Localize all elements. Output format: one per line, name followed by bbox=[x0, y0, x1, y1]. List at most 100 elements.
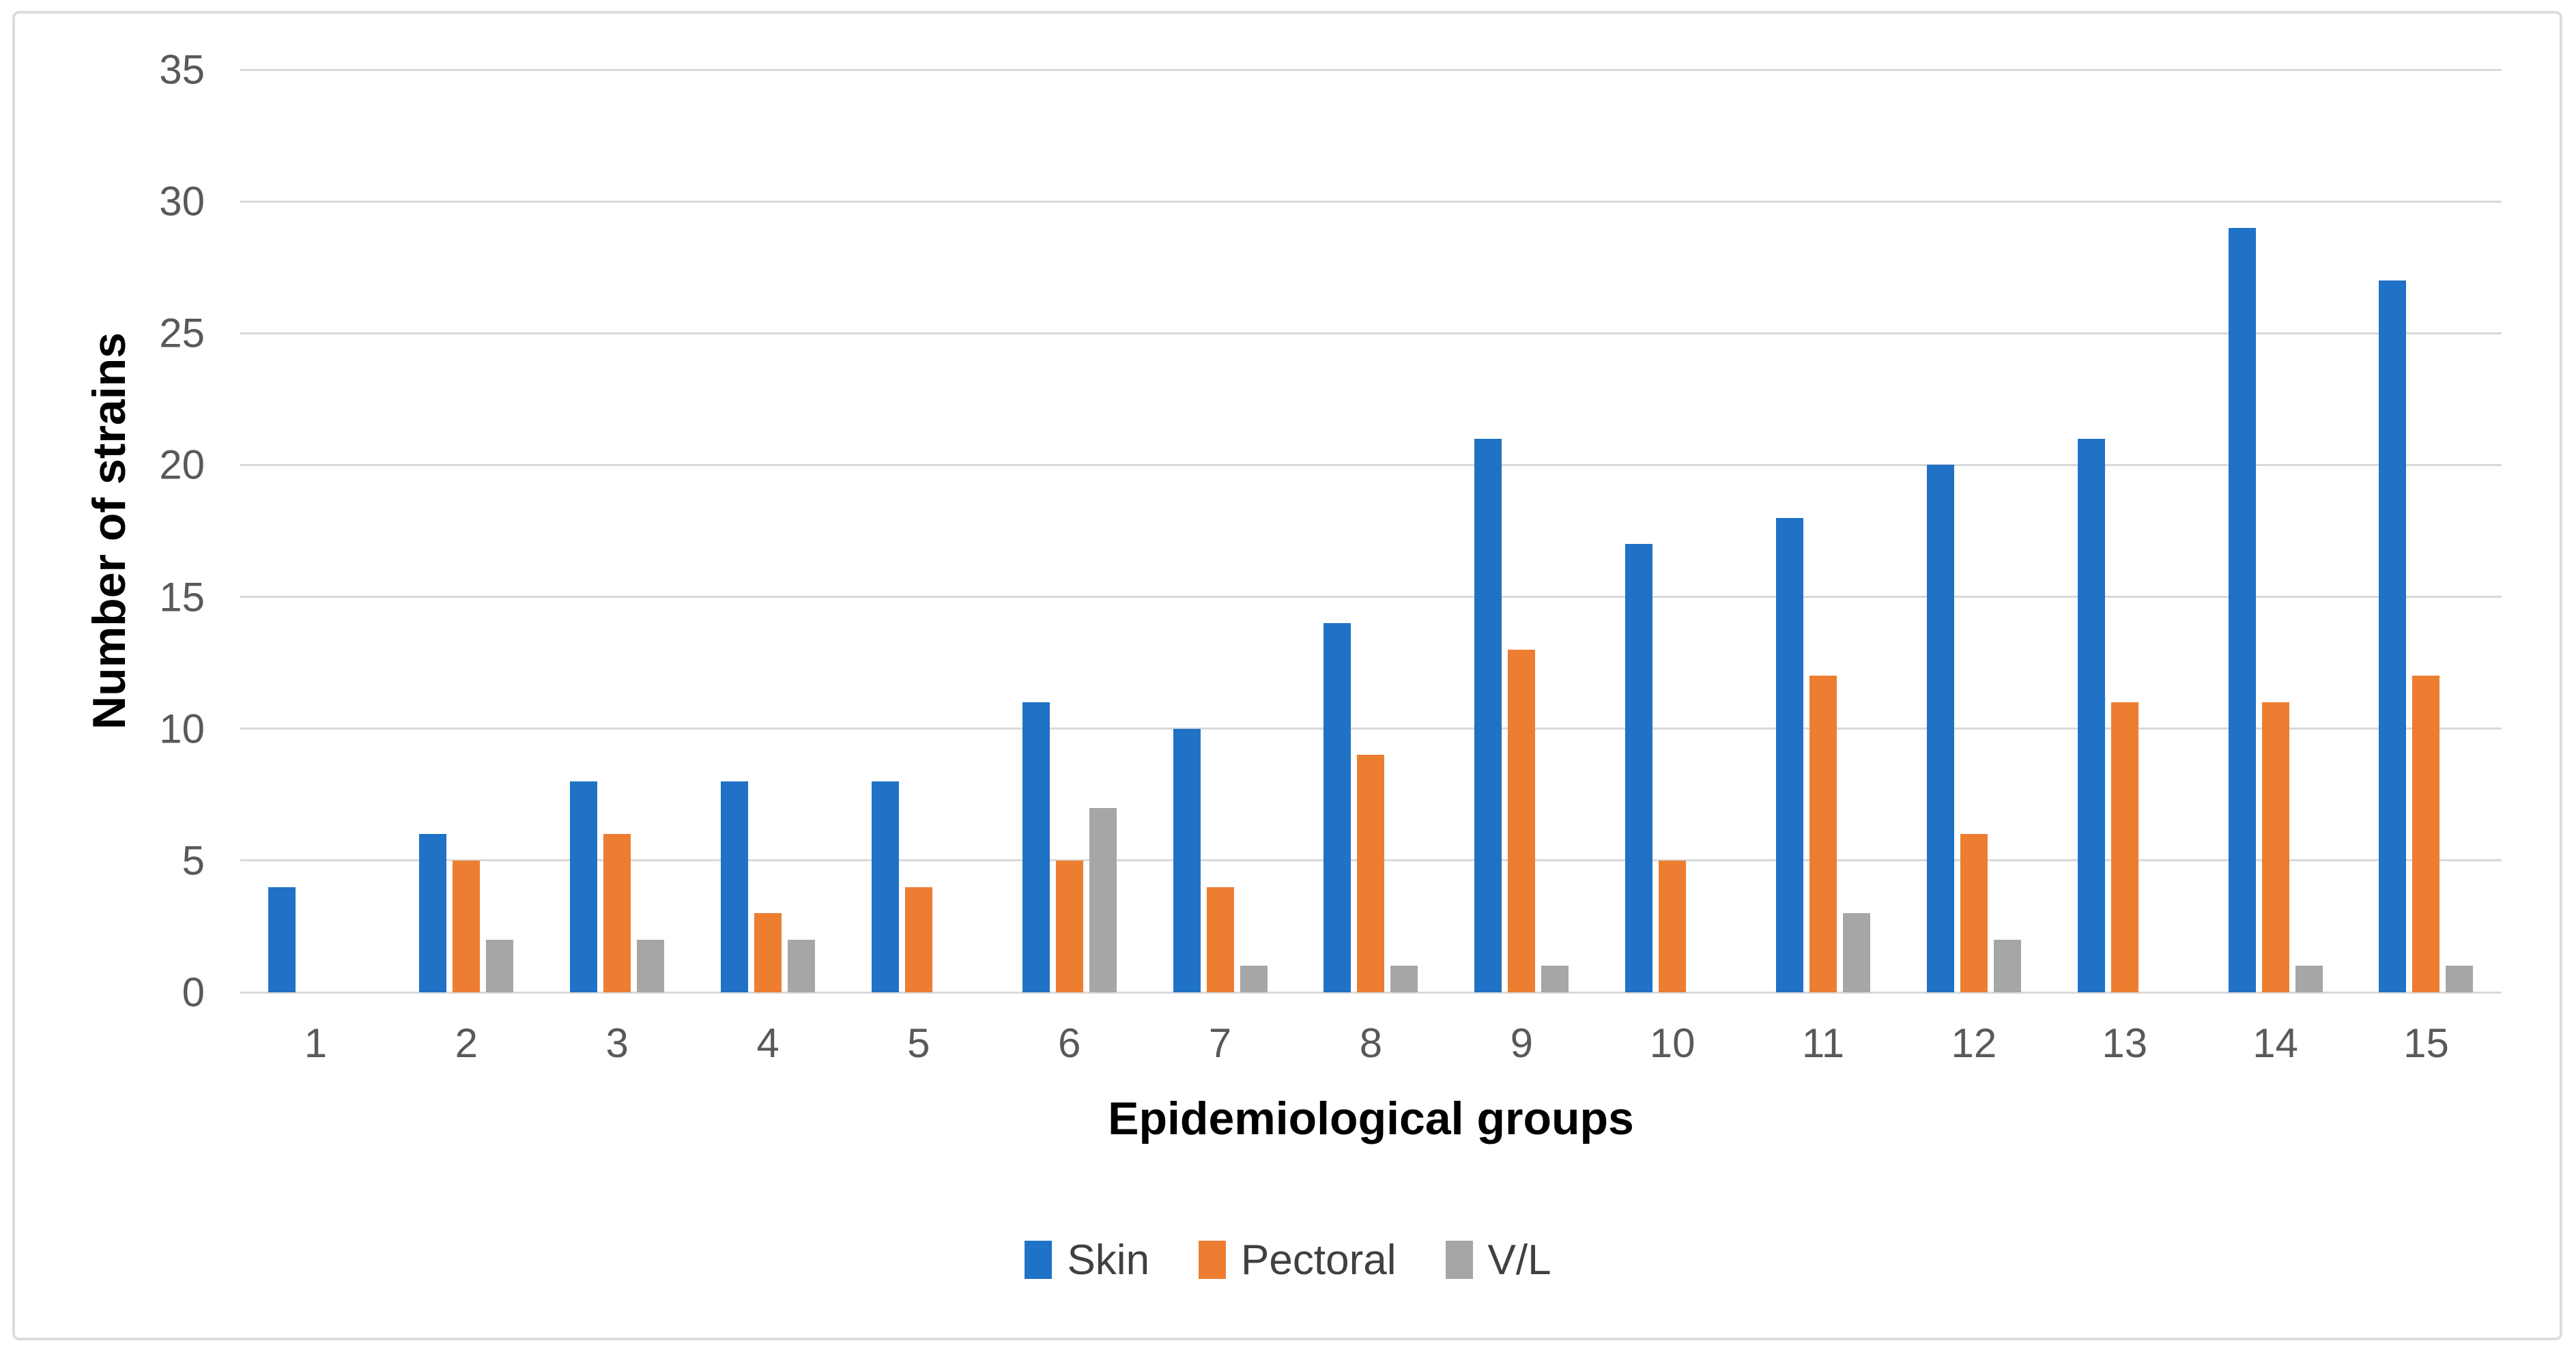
bar-slot-pectoral-group-1 bbox=[302, 70, 329, 992]
bar-pectoral-group-7 bbox=[1206, 887, 1234, 992]
bar-slot-skin-group-13 bbox=[2077, 70, 2105, 992]
bar-slot-vl-group-1 bbox=[335, 70, 362, 992]
bar-pectoral-group-14 bbox=[2261, 702, 2289, 992]
x-tick-label-6: 6 bbox=[1058, 1020, 1081, 1066]
y-tick-label-25: 25 bbox=[159, 310, 205, 356]
bar-slot-vl-group-2 bbox=[486, 70, 514, 992]
bar-skin-group-5 bbox=[871, 781, 899, 992]
bar-pectoral-group-2 bbox=[453, 860, 481, 992]
y-tick-label-20: 20 bbox=[159, 442, 205, 488]
bar-vl-group-8 bbox=[1390, 966, 1418, 992]
bar-group-9 bbox=[1446, 70, 1597, 992]
bar-slot-pectoral-group-8 bbox=[1357, 70, 1385, 992]
bar-group-5 bbox=[843, 70, 994, 992]
bar-vl-group-3 bbox=[637, 939, 665, 992]
bar-group-12 bbox=[1898, 70, 2049, 992]
bar-skin-group-1 bbox=[268, 887, 296, 992]
bar-slot-vl-group-12 bbox=[1993, 70, 2021, 992]
y-tick-label-30: 30 bbox=[159, 178, 205, 225]
bar-group-10 bbox=[1597, 70, 1748, 992]
bar-slot-skin-group-10 bbox=[1625, 70, 1653, 992]
x-tick-label-9: 9 bbox=[1510, 1020, 1533, 1066]
bar-slot-vl-group-10 bbox=[1692, 70, 1719, 992]
y-axis-title: Number of strains bbox=[55, 70, 164, 992]
bar-pectoral-group-6 bbox=[1055, 860, 1083, 992]
bar-group-15 bbox=[2351, 70, 2502, 992]
bar-group-2 bbox=[391, 70, 542, 992]
x-tick-label-14: 14 bbox=[2252, 1020, 2298, 1066]
bar-vl-group-14 bbox=[2295, 966, 2323, 992]
bar-slot-skin-group-8 bbox=[1323, 70, 1351, 992]
bar-group-4 bbox=[693, 70, 844, 992]
bar-skin-group-4 bbox=[721, 781, 748, 992]
legend-item-skin: Skin bbox=[1025, 1236, 1149, 1284]
bar-slot-skin-group-7 bbox=[1173, 70, 1201, 992]
bar-slot-skin-group-14 bbox=[2228, 70, 2256, 992]
bar-pectoral-group-5 bbox=[904, 887, 932, 992]
bar-slot-skin-group-5 bbox=[871, 70, 899, 992]
x-tick-label-2: 2 bbox=[455, 1020, 478, 1066]
x-tick-label-8: 8 bbox=[1359, 1020, 1383, 1066]
bar-group-11 bbox=[1748, 70, 1899, 992]
bar-group-3 bbox=[542, 70, 693, 992]
bar-slot-skin-group-2 bbox=[419, 70, 447, 992]
bar-skin-group-13 bbox=[2077, 438, 2105, 992]
x-axis-tick-labels: 1 2 3 4 5 6 7 8 9 10 11 12 13 14 15 bbox=[240, 1020, 2502, 1067]
bar-vl-group-6 bbox=[1089, 807, 1117, 992]
bar-vl-group-2 bbox=[486, 939, 514, 992]
legend-marker-skin bbox=[1025, 1241, 1053, 1279]
x-tick-label-1: 1 bbox=[304, 1020, 328, 1066]
bar-slot-vl-group-8 bbox=[1390, 70, 1418, 992]
bar-slot-skin-group-11 bbox=[1776, 70, 1804, 992]
bar-vl-group-12 bbox=[1993, 939, 2021, 992]
bar-group-14 bbox=[2200, 70, 2351, 992]
bar-slot-pectoral-group-6 bbox=[1055, 70, 1083, 992]
bar-slot-vl-group-3 bbox=[637, 70, 665, 992]
legend-label-vl: V/L bbox=[1487, 1236, 1551, 1284]
bar-pectoral-group-8 bbox=[1357, 755, 1385, 992]
legend-marker-vl bbox=[1445, 1241, 1473, 1279]
bar-slot-pectoral-group-5 bbox=[904, 70, 932, 992]
bar-slot-vl-group-4 bbox=[788, 70, 815, 992]
bar-group-6 bbox=[994, 70, 1145, 992]
bar-slot-vl-group-15 bbox=[2446, 70, 2474, 992]
bar-slot-pectoral-group-9 bbox=[1508, 70, 1536, 992]
legend-marker-pectoral bbox=[1199, 1241, 1227, 1279]
bar-slot-vl-group-7 bbox=[1240, 70, 1268, 992]
gridline-25 bbox=[240, 332, 2502, 334]
bar-group-8 bbox=[1296, 70, 1446, 992]
bar-vl-group-4 bbox=[788, 939, 815, 992]
bar-slot-skin-group-15 bbox=[2379, 70, 2407, 992]
bar-group-13 bbox=[2049, 70, 2200, 992]
gridline-20 bbox=[240, 463, 2502, 466]
x-tick-label-7: 7 bbox=[1208, 1020, 1232, 1066]
plot-area bbox=[240, 68, 2502, 994]
x-tick-label-3: 3 bbox=[605, 1020, 629, 1066]
y-tick-label-35: 35 bbox=[159, 46, 205, 93]
bar-skin-group-2 bbox=[419, 834, 447, 992]
bar-slot-vl-group-11 bbox=[1843, 70, 1871, 992]
bar-vl-group-9 bbox=[1541, 966, 1569, 992]
bar-vl-group-7 bbox=[1240, 966, 1268, 992]
bar-vl-group-15 bbox=[2446, 966, 2474, 992]
bar-slot-skin-group-4 bbox=[721, 70, 748, 992]
bar-slot-vl-group-13 bbox=[2145, 70, 2172, 992]
bar-skin-group-11 bbox=[1776, 517, 1804, 992]
y-tick-label-0: 0 bbox=[182, 969, 205, 1016]
bar-vl-group-11 bbox=[1843, 913, 1871, 992]
bar-pectoral-group-11 bbox=[1809, 676, 1837, 992]
x-tick-label-13: 13 bbox=[2102, 1020, 2148, 1066]
x-tick-label-11: 11 bbox=[1801, 1020, 1845, 1066]
bar-skin-group-3 bbox=[570, 781, 598, 992]
bar-slot-skin-group-3 bbox=[570, 70, 598, 992]
legend-label-skin: Skin bbox=[1067, 1236, 1150, 1284]
chart-legend: Skin Pectoral V/L bbox=[0, 1226, 2576, 1294]
bar-skin-group-15 bbox=[2379, 280, 2407, 992]
y-axis-title-text: Number of strains bbox=[83, 332, 136, 730]
bar-group-7 bbox=[1145, 70, 1296, 992]
bar-skin-group-7 bbox=[1173, 728, 1201, 992]
bar-slot-vl-group-14 bbox=[2295, 70, 2323, 992]
bar-pectoral-group-12 bbox=[1960, 834, 1988, 992]
bar-skin-group-9 bbox=[1474, 438, 1502, 992]
